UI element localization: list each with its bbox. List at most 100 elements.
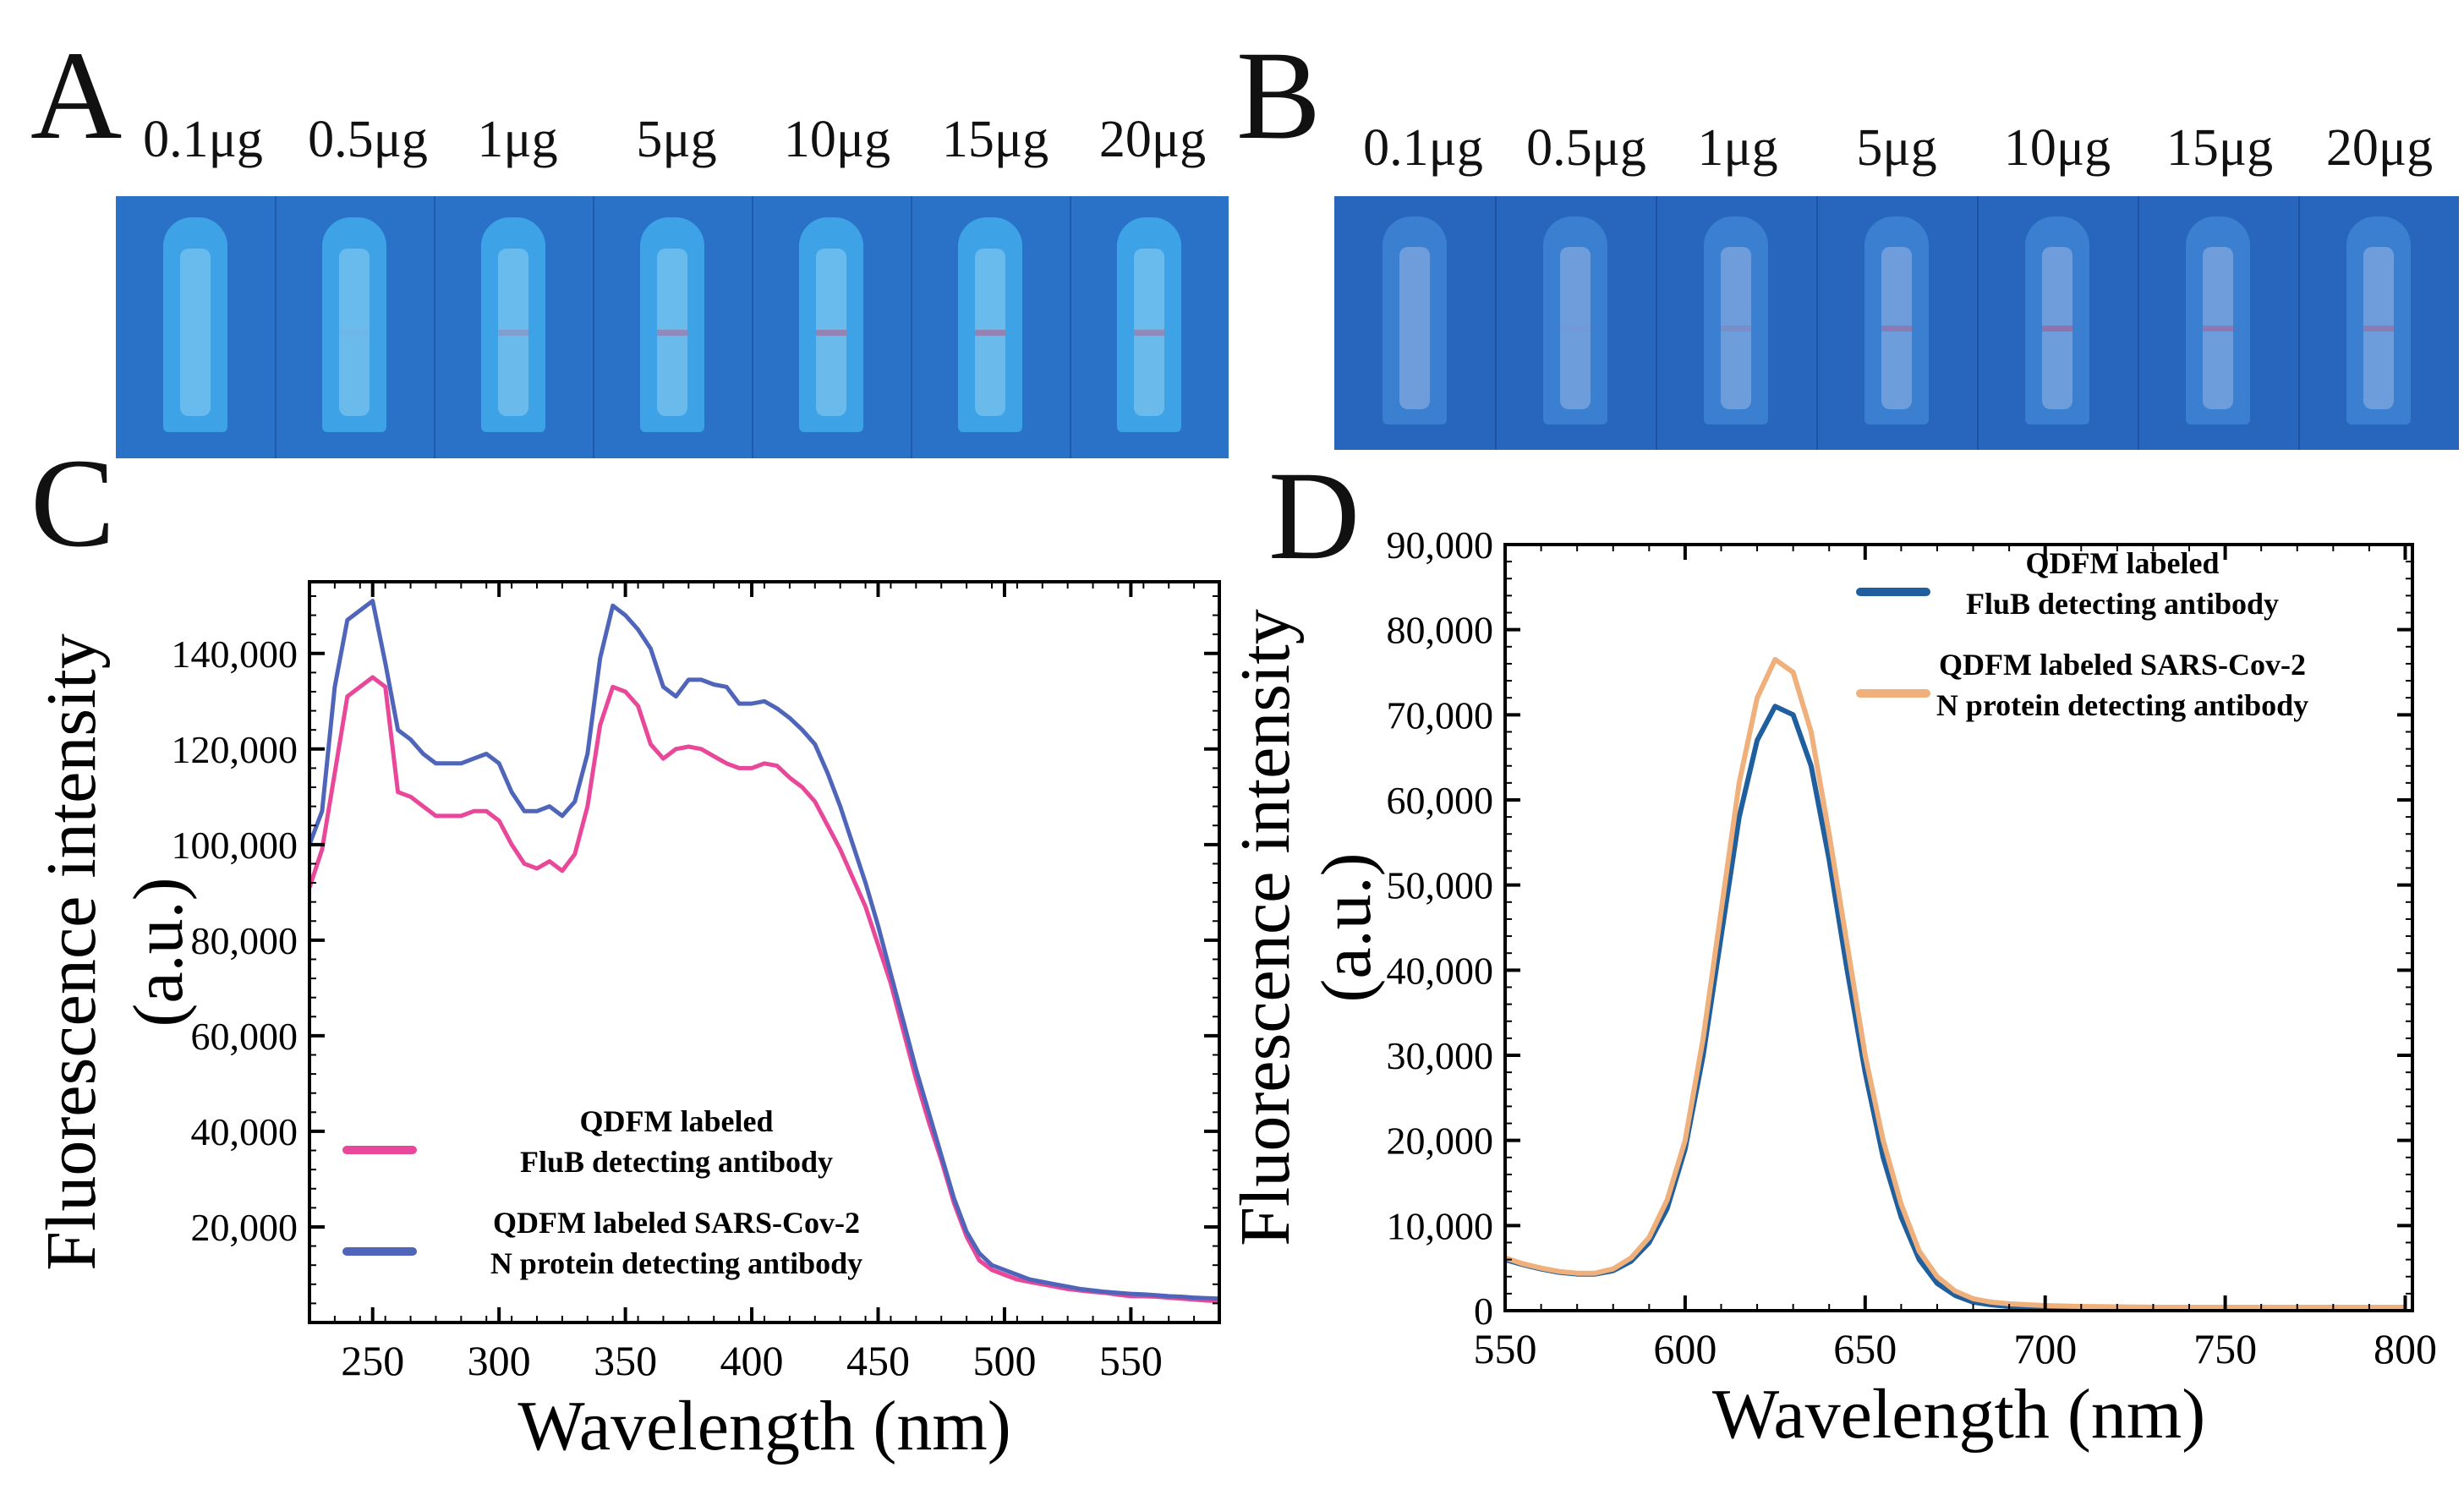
test-strip-row [1334,196,2459,450]
y-tick-label: 60,000 [1387,779,1494,822]
strip-membrane [1721,247,1751,409]
x-tick-label: 750 [2193,1325,2257,1372]
strip-window [1704,216,1768,424]
strip-window [2025,216,2089,424]
test-line [657,330,687,337]
test-line [498,330,528,337]
x-tick-label: 400 [720,1337,784,1384]
strip-membrane [2042,247,2072,409]
y-tick-label: 140,000 [172,632,298,676]
test-line [1560,326,1591,331]
y-tick-label: 70,000 [1387,693,1494,737]
strip-cassette [2298,196,2459,450]
y-axis-label: Fluorescence intensity [1235,609,1305,1246]
dose-label: 1μg [477,111,558,168]
dose-label: 0.5μg [1526,119,1646,177]
y-tick-label: 120,000 [172,728,298,771]
test-line [2203,326,2233,331]
y-tick-label: 100,000 [172,824,298,867]
test-line [1881,326,1912,331]
y-tick-label: 10,000 [1387,1204,1494,1247]
test-line [1134,330,1164,337]
strip-window [322,216,386,432]
strip-cassette [275,196,435,458]
strip-membrane [657,248,687,417]
legend-label: N protein detecting antibody [490,1246,862,1280]
y-tick-label: 80,000 [1387,609,1494,652]
series-line-2 [307,599,1220,1301]
strip-cassette [2138,196,2300,450]
test-line [1721,326,1751,331]
y-tick-label: 20,000 [191,1206,298,1249]
x-tick-label: 550 [1474,1325,1537,1372]
panel-label-b: B [1236,25,1322,166]
dose-label: 0.5μg [308,111,428,168]
x-tick-label: 550 [1099,1337,1163,1384]
strip-window [958,216,1022,432]
x-tick-label: 600 [1653,1325,1717,1372]
x-axis-label: Wavelength (nm) [517,1387,1010,1465]
strip-window [2186,216,2250,424]
legend-label: QDFM labeled SARS-Cov-2 [1939,648,2306,682]
strip-cassette [1495,196,1657,450]
x-tick-label: 300 [468,1337,531,1384]
strip-window [163,216,227,432]
legend-label: QDFM labeled SARS-Cov-2 [493,1206,860,1240]
dose-label: 10μg [2003,119,2111,177]
y-tick-label: 30,000 [1387,1034,1494,1077]
plot-frame [1503,543,2414,1312]
strip-cassette [593,196,753,458]
strip-window [1543,216,1607,424]
x-tick-label: 650 [1833,1325,1897,1372]
x-tick-label: 500 [972,1337,1036,1384]
x-tick-label: 700 [2013,1325,2077,1372]
strip-membrane [2203,247,2233,409]
strip-cassette [1070,196,1229,458]
y-tick-label: 90,000 [1387,524,1494,567]
legend-label: QDFM labeled [580,1104,774,1138]
dose-label: 1μg [1697,119,1778,177]
legend-label: QDFM labeled [2026,546,2220,580]
dose-label: 20μg [2325,119,2434,177]
legend-label: FluB detecting antibody [520,1145,833,1179]
y-axis-unit-label: (a.u.) [1307,852,1386,1002]
panel-label-c: C [30,433,116,573]
y-tick-label: 40,000 [191,1110,298,1153]
strip-membrane [1399,247,1430,409]
y-axis-label: Fluorescence intensity [32,633,111,1270]
strip-cassette [1334,196,1497,450]
dose-label: 10μg [783,111,891,168]
dose-label: 5μg [1856,119,1937,177]
legend-label: FluB detecting antibody [1966,587,2279,621]
test-strip-row [116,196,1229,458]
y-tick-label: 0 [1474,1290,1493,1333]
legend-label: N protein detecting antibody [1936,688,2308,722]
x-tick-label: 350 [594,1337,657,1384]
panel-label-d: D [1268,446,1361,586]
strip-membrane [498,248,528,417]
series-line-1 [307,675,1220,1304]
strip-window [1864,216,1929,424]
x-tick-label: 450 [846,1337,910,1384]
strip-window [1383,216,1447,424]
dose-label: 15μg [941,111,1049,168]
strip-membrane [1881,247,1912,409]
test-line [975,330,1005,337]
dose-label: 0.1μg [1363,119,1483,177]
strip-cassette [1816,196,1979,450]
x-axis-label: Wavelength (nm) [1712,1375,2205,1454]
strip-cassette [1656,196,1818,450]
panel-label-a: A [30,25,123,166]
dose-label: 15μg [2166,119,2274,177]
strip-window [481,216,545,432]
strip-membrane [975,248,1005,417]
strip-cassette [752,196,912,458]
test-line [2363,326,2394,331]
strip-window [2346,216,2411,424]
strip-cassette [1977,196,2139,450]
chart-panel-c: 250 300 350 400 450 500 550 20,000 40,000 60,000 8… [32,580,1221,1465]
dose-label: 5μg [636,111,717,168]
strip-membrane [2363,247,2394,409]
strip-membrane [339,248,370,417]
test-line [2042,326,2072,331]
